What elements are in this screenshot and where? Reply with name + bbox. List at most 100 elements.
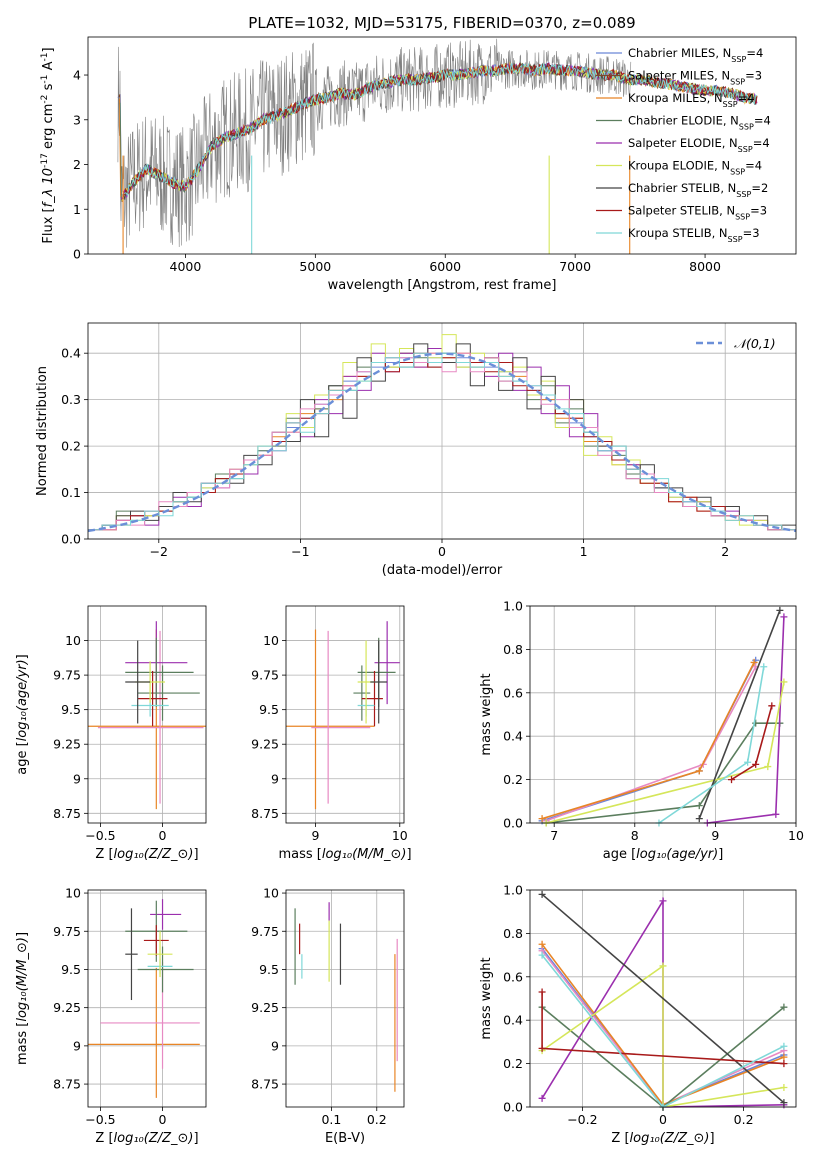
y-tick-label: 0.6 [503, 969, 523, 984]
y-tick-label: 0.2 [61, 439, 81, 454]
x-tick-label: 10 [788, 828, 804, 843]
errorbar-point [125, 640, 151, 724]
x-tick-label: −0.5 [85, 828, 115, 843]
x-axis-label: Z [log₁₀(Z/Z_⊙)] [95, 1131, 198, 1146]
x-tick-label: 8 [631, 828, 639, 843]
weight-marker [538, 1094, 546, 1102]
y-tick-label: 2 [73, 157, 81, 172]
errorbar-point [147, 931, 173, 978]
weight-marker [780, 1042, 788, 1050]
weight-line [541, 893, 785, 1104]
weight-marker [768, 702, 776, 710]
y-tick-label: 9.5 [259, 962, 279, 977]
errorbar-point [88, 629, 206, 810]
errorbar-point [137, 665, 200, 721]
legend-label: Chabrier STELIB, NSSP=2 [628, 181, 768, 199]
weight-marker [538, 940, 546, 948]
y-tick-label: 10 [263, 633, 279, 648]
x-tick-label: −0.5 [85, 1112, 115, 1127]
y-tick-label: 0.0 [61, 532, 81, 547]
weight-marker [695, 802, 703, 810]
errorbar-point [100, 961, 200, 1069]
x-tick-label: 10 [392, 828, 408, 843]
y-tick-label: 0.0 [503, 816, 523, 831]
y-tick-label: 0.4 [503, 729, 523, 744]
errorbar-point [150, 899, 182, 930]
x-axis-label: (data-model)/error [382, 563, 503, 578]
errorbar-point [125, 637, 194, 707]
weight-marker [780, 1053, 788, 1061]
residual-axes: −2 −1 0 1 2 0.0 0.1 0.2 0.3 0.4 [61, 322, 797, 559]
x-tick-label: 9 [312, 828, 320, 843]
weight-marker [760, 663, 768, 671]
y-tick-label: 9.75 [53, 924, 81, 939]
y-tick-label: 9 [271, 1038, 279, 1053]
y-tick-label: 9.5 [259, 702, 279, 717]
weight-marker [744, 758, 752, 766]
y-tick-label: 9.25 [53, 1000, 81, 1015]
weight-marker [752, 760, 760, 768]
errorbar-point [143, 925, 169, 956]
y-tick-label: 0.4 [503, 1013, 523, 1028]
x-axis-label: mass [log₁₀(M/M_⊙)] [278, 847, 411, 862]
legend-label: Chabrier MILES, NSSP=4 [628, 46, 763, 64]
x-tick-label: 8000 [689, 259, 721, 274]
axes-frame [529, 605, 797, 824]
x-tick-label: 0.1 [321, 1112, 341, 1127]
weight-marker [538, 988, 546, 996]
weight-marker [750, 658, 758, 666]
y-tick-label: 9.75 [251, 668, 279, 683]
errorbar-point [88, 967, 200, 1098]
y-tick-label: 9.25 [251, 737, 279, 752]
weight-line [541, 662, 755, 820]
errorbar-point [286, 629, 375, 810]
errorbar-point [353, 665, 371, 721]
weight-marker [538, 890, 546, 898]
x-tick-label: 0 [659, 1112, 667, 1127]
weight-marker [659, 962, 667, 970]
y-tick-label: 1.0 [503, 599, 523, 614]
axes-frame [87, 605, 207, 824]
weight-line [658, 666, 765, 824]
y-axis-label: mass [log₁₀(M/M_⊙)] [15, 932, 30, 1065]
weight-vs-age-axes: 7 8 9 10 0.0 0.2 0.4 0.6 0.8 1.0 [503, 599, 804, 844]
plot-area [88, 899, 200, 1098]
axes-frame [87, 36, 797, 255]
x-tick-label: 4000 [170, 259, 202, 274]
x-axis-label: Z [log₁₀(Z/Z_⊙)] [95, 847, 198, 862]
weight-marker [764, 763, 772, 771]
x-tick-label: 9 [711, 828, 719, 843]
y-axis-label: mass weight [479, 673, 494, 755]
y-tick-label: 0.3 [61, 392, 81, 407]
y-tick-label: 9.5 [61, 702, 81, 717]
x-tick-label: 0 [159, 1112, 167, 1127]
plot-area [88, 621, 206, 810]
mass-vs-z-axes: −0.5 0 8.75 9 9.25 9.5 9.75 10 [53, 886, 207, 1127]
weight-marker [695, 815, 703, 823]
y-axis-label: age [log₁₀(age/yr)] [15, 654, 30, 775]
weight-line [698, 610, 781, 819]
y-tick-label: 9 [73, 771, 81, 786]
legend-label: Salpeter MILES, NSSP=3 [628, 69, 762, 87]
y-tick-label: 9.25 [251, 1000, 279, 1015]
chart-title: PLATE=1032, MJD=53175, FIBERID=0370, z=0… [248, 14, 635, 32]
x-tick-label: 7000 [559, 259, 591, 274]
x-tick-label: 2 [721, 544, 729, 559]
weight-marker [752, 719, 760, 727]
legend-label: Salpeter ELODIE, NSSP=4 [628, 136, 770, 154]
weight-marker [695, 767, 703, 775]
y-tick-label: 10 [263, 886, 279, 901]
y-tick-label: 9.75 [251, 924, 279, 939]
weight-marker [538, 815, 546, 823]
weight-line [541, 964, 785, 1108]
model-spectrum-line [123, 62, 757, 197]
legend-label: Kroupa ELODIE, NSSP=4 [628, 159, 762, 177]
x-axis-label: Z [log₁₀(Z/Z_⊙)] [611, 1131, 714, 1146]
y-tick-label: 8.75 [53, 1077, 81, 1092]
x-tick-label: 7 [550, 828, 558, 843]
plot-area [538, 606, 788, 827]
y-axis-label: Normed distribution [35, 366, 50, 496]
legend: 𝒩(0,1) [696, 336, 776, 351]
y-tick-label: 0.2 [503, 1056, 523, 1071]
